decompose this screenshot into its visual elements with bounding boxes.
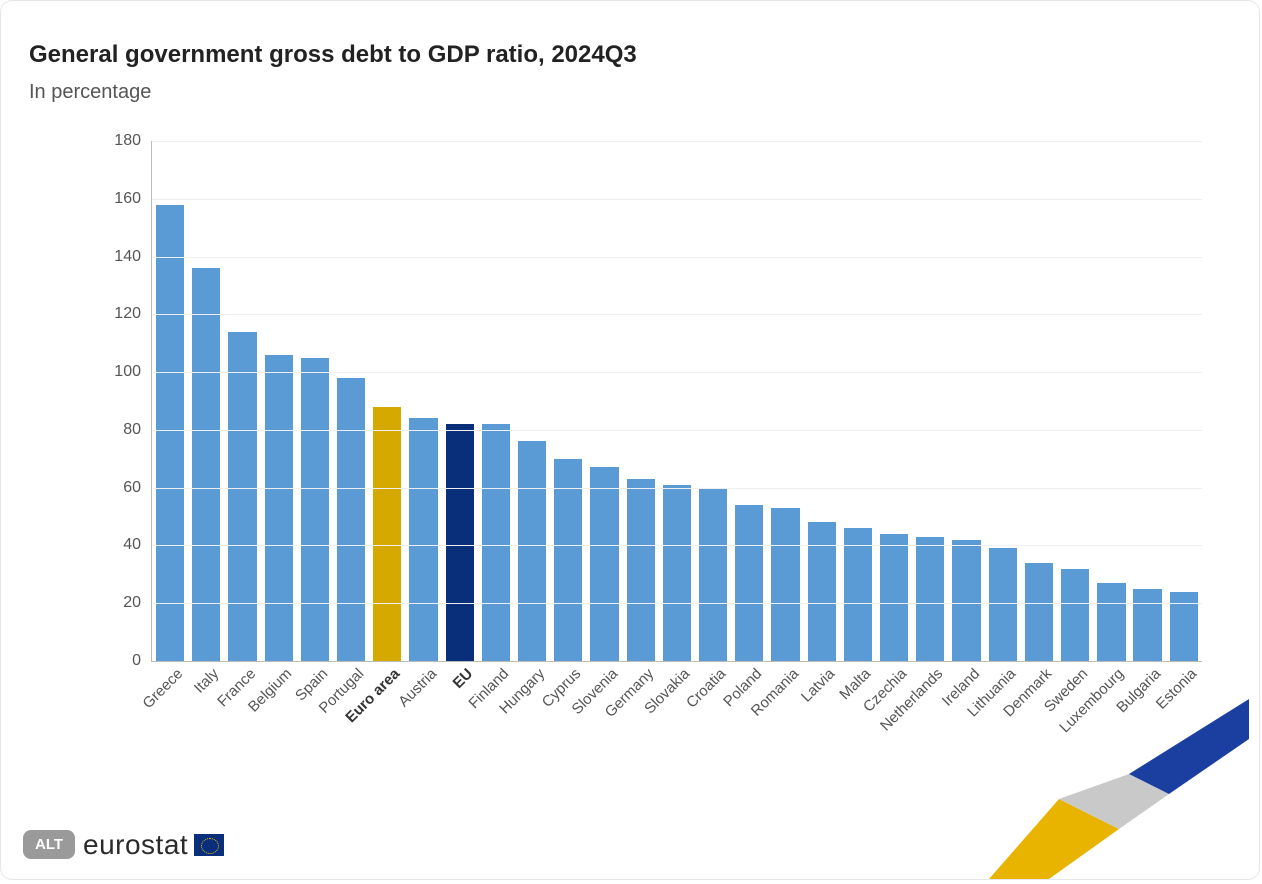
bar [265,355,293,661]
bar [699,488,727,661]
y-tick-label: 60 [101,479,141,497]
x-tick-label: Austria [395,665,440,710]
bar-slot: Sweden [1057,141,1093,661]
gridline [152,314,1202,315]
bars-container: GreeceItalyFranceBelgiumSpainPortugalEur… [152,141,1202,661]
x-tick-label: Croatia [683,665,729,711]
decorative-swoosh-icon [989,699,1249,879]
y-tick-label: 140 [101,248,141,266]
y-tick-label: 80 [101,421,141,439]
bar-slot: Malta [840,141,876,661]
gridline [152,141,1202,142]
bar [880,534,908,661]
chart-title: General government gross debt to GDP rat… [29,41,637,69]
gridline [152,199,1202,200]
x-tick-label: EU [449,665,476,692]
bar [554,459,582,661]
bar-slot: Portugal [333,141,369,661]
bar-slot: Spain [297,141,333,661]
bar [1170,592,1198,661]
y-tick-label: 20 [101,594,141,612]
bar [989,548,1017,661]
chart-card: General government gross debt to GDP rat… [0,0,1260,880]
bar-slot: Bulgaria [1129,141,1165,661]
bar-slot: Luxembourg [1093,141,1129,661]
y-tick-label: 120 [101,305,141,323]
bar-slot: Austria [405,141,441,661]
bar [916,537,944,661]
bar [446,424,474,661]
bar [844,528,872,661]
bar-slot: Latvia [804,141,840,661]
bar-slot: Romania [767,141,803,661]
y-tick-label: 0 [101,652,141,670]
y-tick-label: 160 [101,190,141,208]
bar [373,407,401,661]
plot-area: GreeceItalyFranceBelgiumSpainPortugalEur… [151,141,1202,662]
gridline [152,545,1202,546]
brand-logo: eurostat [83,829,224,861]
bar-slot: Finland [478,141,514,661]
bar-slot: Ireland [948,141,984,661]
bar [808,522,836,661]
bar [192,268,220,661]
bar [228,332,256,661]
bar-slot: Cyprus [550,141,586,661]
bar-slot: Germany [623,141,659,661]
y-tick-label: 180 [101,132,141,150]
gridline [152,603,1202,604]
bar [518,441,546,661]
bar-slot: Greece [152,141,188,661]
alt-badge[interactable]: ALT [23,830,75,859]
gridline [152,430,1202,431]
bar [1097,583,1125,661]
bar-slot: Netherlands [912,141,948,661]
bar-slot: Estonia [1166,141,1202,661]
bar-slot: Czechia [876,141,912,661]
x-tick-label: Italy [191,665,222,696]
bar [771,508,799,661]
x-tick-label: Greece [140,665,187,712]
bar-slot: Denmark [1021,141,1057,661]
bar [1025,563,1053,661]
x-tick-label: Latvia [798,665,838,705]
chart-subtitle: In percentage [29,81,151,104]
bar-slot: Italy [188,141,224,661]
y-tick-label: 40 [101,536,141,554]
bar-slot: France [224,141,260,661]
gridline [152,257,1202,258]
bar [627,479,655,661]
bar [482,424,510,661]
y-tick-label: 100 [101,363,141,381]
bar-slot: Belgium [261,141,297,661]
bar [1133,589,1161,661]
bar [735,505,763,661]
bar [590,467,618,661]
bar-slot: Croatia [695,141,731,661]
gridline [152,372,1202,373]
bar-slot: Hungary [514,141,550,661]
bar-slot: Slovakia [659,141,695,661]
eu-flag-icon [194,834,224,856]
bar [663,485,691,661]
bar [337,378,365,661]
bar [1061,569,1089,661]
bar-slot: Euro area [369,141,405,661]
bar [409,418,437,661]
bar-slot: EU [442,141,478,661]
bar [952,540,980,661]
bar [156,205,184,661]
bar-slot: Slovenia [586,141,622,661]
gridline [152,488,1202,489]
bar-slot: Poland [731,141,767,661]
chart-area: GreeceItalyFranceBelgiumSpainPortugalEur… [101,141,1201,681]
bar [301,358,329,661]
bar-slot: Lithuania [985,141,1021,661]
brand-text: eurostat [83,829,188,861]
